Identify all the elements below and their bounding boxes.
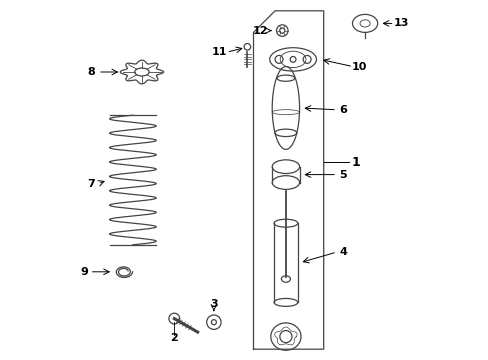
Text: 10: 10 [351, 62, 366, 72]
Text: 6: 6 [339, 105, 347, 115]
Text: 7: 7 [87, 179, 95, 189]
Text: 4: 4 [339, 247, 347, 257]
Text: 12: 12 [252, 26, 268, 36]
Text: 13: 13 [393, 18, 408, 28]
Text: 1: 1 [351, 156, 360, 168]
Text: 2: 2 [170, 333, 178, 343]
Text: 8: 8 [87, 67, 95, 77]
Text: 5: 5 [339, 170, 346, 180]
Text: 9: 9 [80, 267, 88, 277]
Text: 11: 11 [211, 47, 226, 57]
Text: 3: 3 [210, 299, 217, 309]
